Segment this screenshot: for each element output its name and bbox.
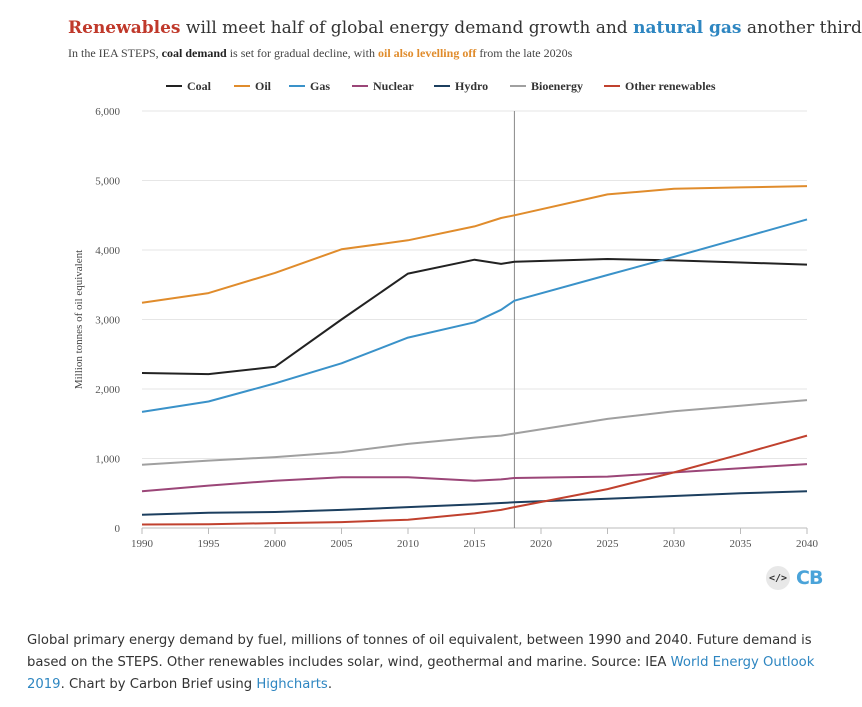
embed-code-icon[interactable]: </> — [766, 566, 790, 590]
legend-label: Other renewables — [625, 79, 716, 93]
caption-text: . — [327, 677, 333, 692]
series-line-gas — [141, 218, 808, 413]
x-tick-label: 2000 — [264, 538, 287, 550]
legend-item-other-renewables[interactable]: Other renewables — [604, 79, 716, 93]
x-tick-label: 2005 — [331, 538, 354, 550]
series-line-oil — [141, 185, 808, 304]
legend-item-hydro[interactable]: Hydro — [434, 79, 488, 93]
line-chart: 0 1,000 2,000 3,000 4,000 5,000 6,000 1990 1995… — [73, 79, 819, 550]
legend: Coal Oil Gas Nuclear Hydro Bioenergy Other ren… — [166, 79, 716, 93]
x-tick-label: 2015 — [464, 538, 487, 550]
chart-subtitle: In the IEA STEPS, coal demand is set for… — [68, 46, 572, 61]
title-segment: Renewables — [68, 18, 181, 38]
title-segment: will meet half of global energy demand g… — [180, 18, 634, 38]
legend-item-nuclear[interactable]: Nuclear — [352, 79, 414, 93]
x-tick-labels: 1990 1995 2000 2005 2010 2015 2020 2025 2030 2035… — [131, 538, 819, 550]
x-tick-label: 2020 — [530, 538, 553, 550]
subtitle-segment: is set for gradual decline, with — [226, 46, 378, 60]
subtitle-segment: oil also levelling off — [377, 46, 477, 60]
y-tick-label: 4,000 — [95, 245, 120, 257]
carbon-brief-logo: </> CB — [766, 565, 823, 591]
subtitle-segment: In the IEA STEPS, — [68, 46, 162, 60]
x-tick-label: 1990 — [131, 538, 154, 550]
y-tick-label: 1,000 — [95, 454, 120, 466]
y-axis-label: Million tonnes of oil equivalent — [73, 250, 85, 389]
legend-label: Nuclear — [373, 79, 414, 93]
legend-label: Hydro — [455, 79, 488, 93]
x-tick-label: 2030 — [663, 538, 686, 550]
axes — [141, 111, 808, 534]
subtitle-segment: from the late 2020s — [476, 46, 573, 60]
legend-label: Bioenergy — [531, 79, 583, 93]
series-line-bioenergy — [141, 399, 808, 466]
y-tick-label: 0 — [115, 523, 121, 535]
title-segment: natural gas — [633, 18, 742, 38]
x-tick-label: 2010 — [397, 538, 420, 550]
legend-label: Coal — [187, 79, 212, 93]
grid-lines — [142, 110, 807, 459]
series-line-hydro — [141, 490, 808, 516]
legend-item-bioenergy[interactable]: Bioenergy — [510, 79, 583, 93]
x-tick-label: 2025 — [597, 538, 620, 550]
series-line-coal — [141, 258, 808, 376]
cb-brand-mark: CB — [796, 567, 823, 589]
series-line-nuclear — [141, 463, 808, 493]
source-link[interactable]: World Energy Outlook 2019 — [27, 655, 815, 692]
series-lines — [141, 185, 808, 526]
title-segment: another third — [741, 18, 862, 38]
caption-text: . Chart by Carbon Brief using — [60, 677, 257, 692]
x-tick-label: 2040 — [796, 538, 819, 550]
series-line-other-renewables — [141, 434, 808, 526]
chart-title: Renewables will meet half of global ener… — [68, 18, 862, 38]
caption-text: Global primary energy demand by fuel, mi… — [27, 633, 812, 670]
legend-label: Gas — [310, 79, 330, 93]
y-tick-label: 6,000 — [95, 106, 120, 118]
highcharts-link[interactable]: Highcharts — [256, 677, 328, 692]
legend-item-gas[interactable]: Gas — [289, 79, 330, 93]
chart-caption: Global primary energy demand by fuel, mi… — [27, 630, 847, 696]
y-tick-labels: 0 1,000 2,000 3,000 4,000 5,000 6,000 — [95, 106, 120, 535]
legend-label: Oil — [255, 79, 272, 93]
legend-item-oil[interactable]: Oil — [234, 79, 272, 93]
y-tick-label: 5,000 — [95, 176, 120, 188]
legend-item-coal[interactable]: Coal — [166, 79, 212, 93]
subtitle-segment: coal demand — [161, 46, 227, 60]
y-tick-label: 3,000 — [95, 315, 120, 327]
x-tick-label: 2035 — [730, 538, 753, 550]
x-tick-label: 1995 — [198, 538, 221, 550]
y-tick-label: 2,000 — [95, 384, 120, 396]
